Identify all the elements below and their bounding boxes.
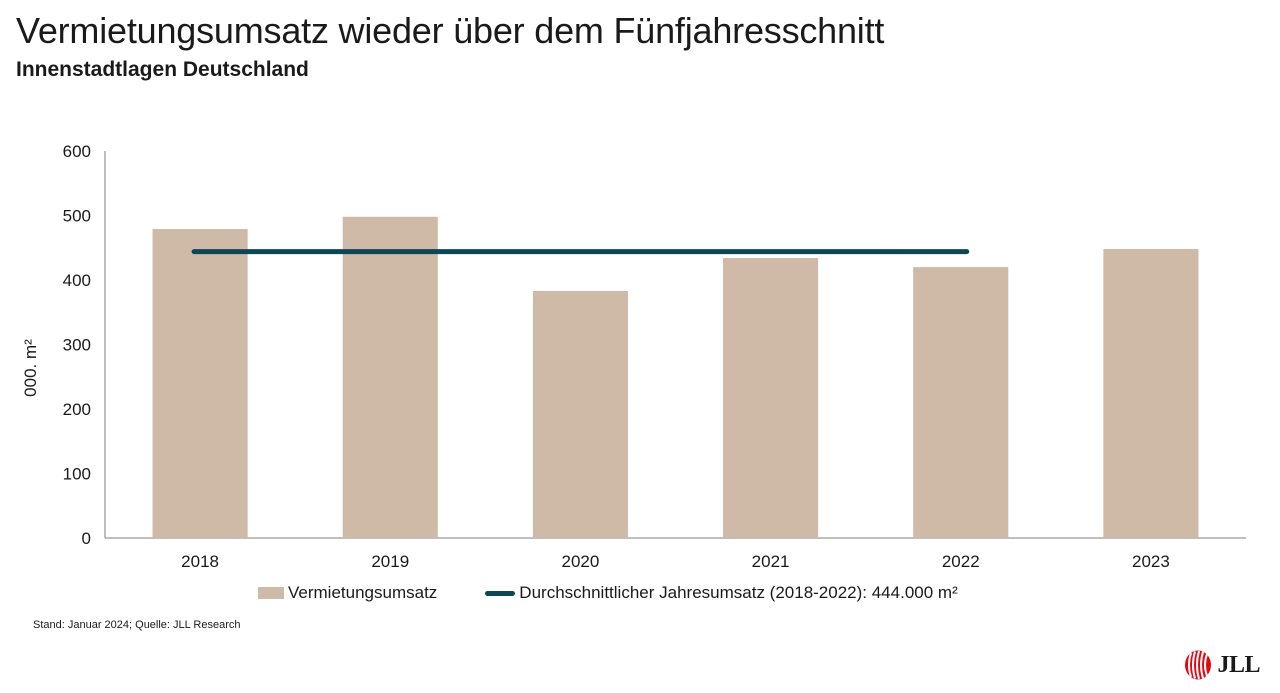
bar-2020 (532, 290, 628, 538)
y-tick-label: 600 (63, 142, 91, 161)
x-tick-label: 2018 (181, 552, 219, 571)
y-tick-label: 200 (63, 400, 91, 419)
y-axis: 0 100 200 300 400 500 600 (63, 142, 106, 548)
legend-bar-label: Vermietungsumsatz (288, 583, 438, 602)
source-note: Stand: Januar 2024; Quelle: JLL Research (33, 619, 241, 631)
legend-line-swatch (485, 590, 516, 596)
jll-logo-icon (1185, 650, 1212, 680)
bar-2021 (723, 258, 819, 538)
legend-bar-swatch (258, 587, 284, 599)
jll-logo-text: JLL (1217, 651, 1260, 678)
legend-item-line: Durchschnittlicher Jahresumsatz (2018-20… (485, 583, 958, 603)
jll-logo: JLL (1183, 649, 1260, 681)
legend-line-label: Durchschnittlicher Jahresumsatz (2018-20… (519, 583, 958, 602)
x-tick-label: 2023 (1132, 552, 1170, 571)
y-tick-label: 0 (82, 529, 91, 548)
chart-subtitle: Innenstadtlagen Deutschland (16, 58, 309, 81)
legend: Vermietungsumsatz Durchschnittlicher Jah… (258, 583, 1006, 603)
bars-group (152, 216, 1199, 539)
bar-2022 (913, 267, 1009, 538)
bar-2023 (1103, 249, 1199, 539)
y-tick-label: 100 (63, 465, 91, 484)
x-tick-label: 2021 (752, 552, 790, 571)
chart-title: Vermietungsumsatz wieder über dem Fünfja… (16, 10, 885, 51)
y-tick-label: 300 (63, 336, 91, 355)
bar-2018 (152, 229, 248, 539)
x-tick-label: 2022 (942, 552, 980, 571)
x-axis: 2018 2019 2020 2021 2022 2023 (105, 537, 1246, 571)
legend-item-bars: Vermietungsumsatz (258, 583, 437, 603)
y-tick-label: 500 (63, 207, 91, 226)
x-tick-label: 2020 (562, 552, 600, 571)
bar-2019 (342, 216, 438, 539)
y-tick-label: 400 (63, 271, 91, 290)
x-tick-label: 2019 (371, 552, 409, 571)
y-axis-label: 000. m² (21, 339, 40, 397)
